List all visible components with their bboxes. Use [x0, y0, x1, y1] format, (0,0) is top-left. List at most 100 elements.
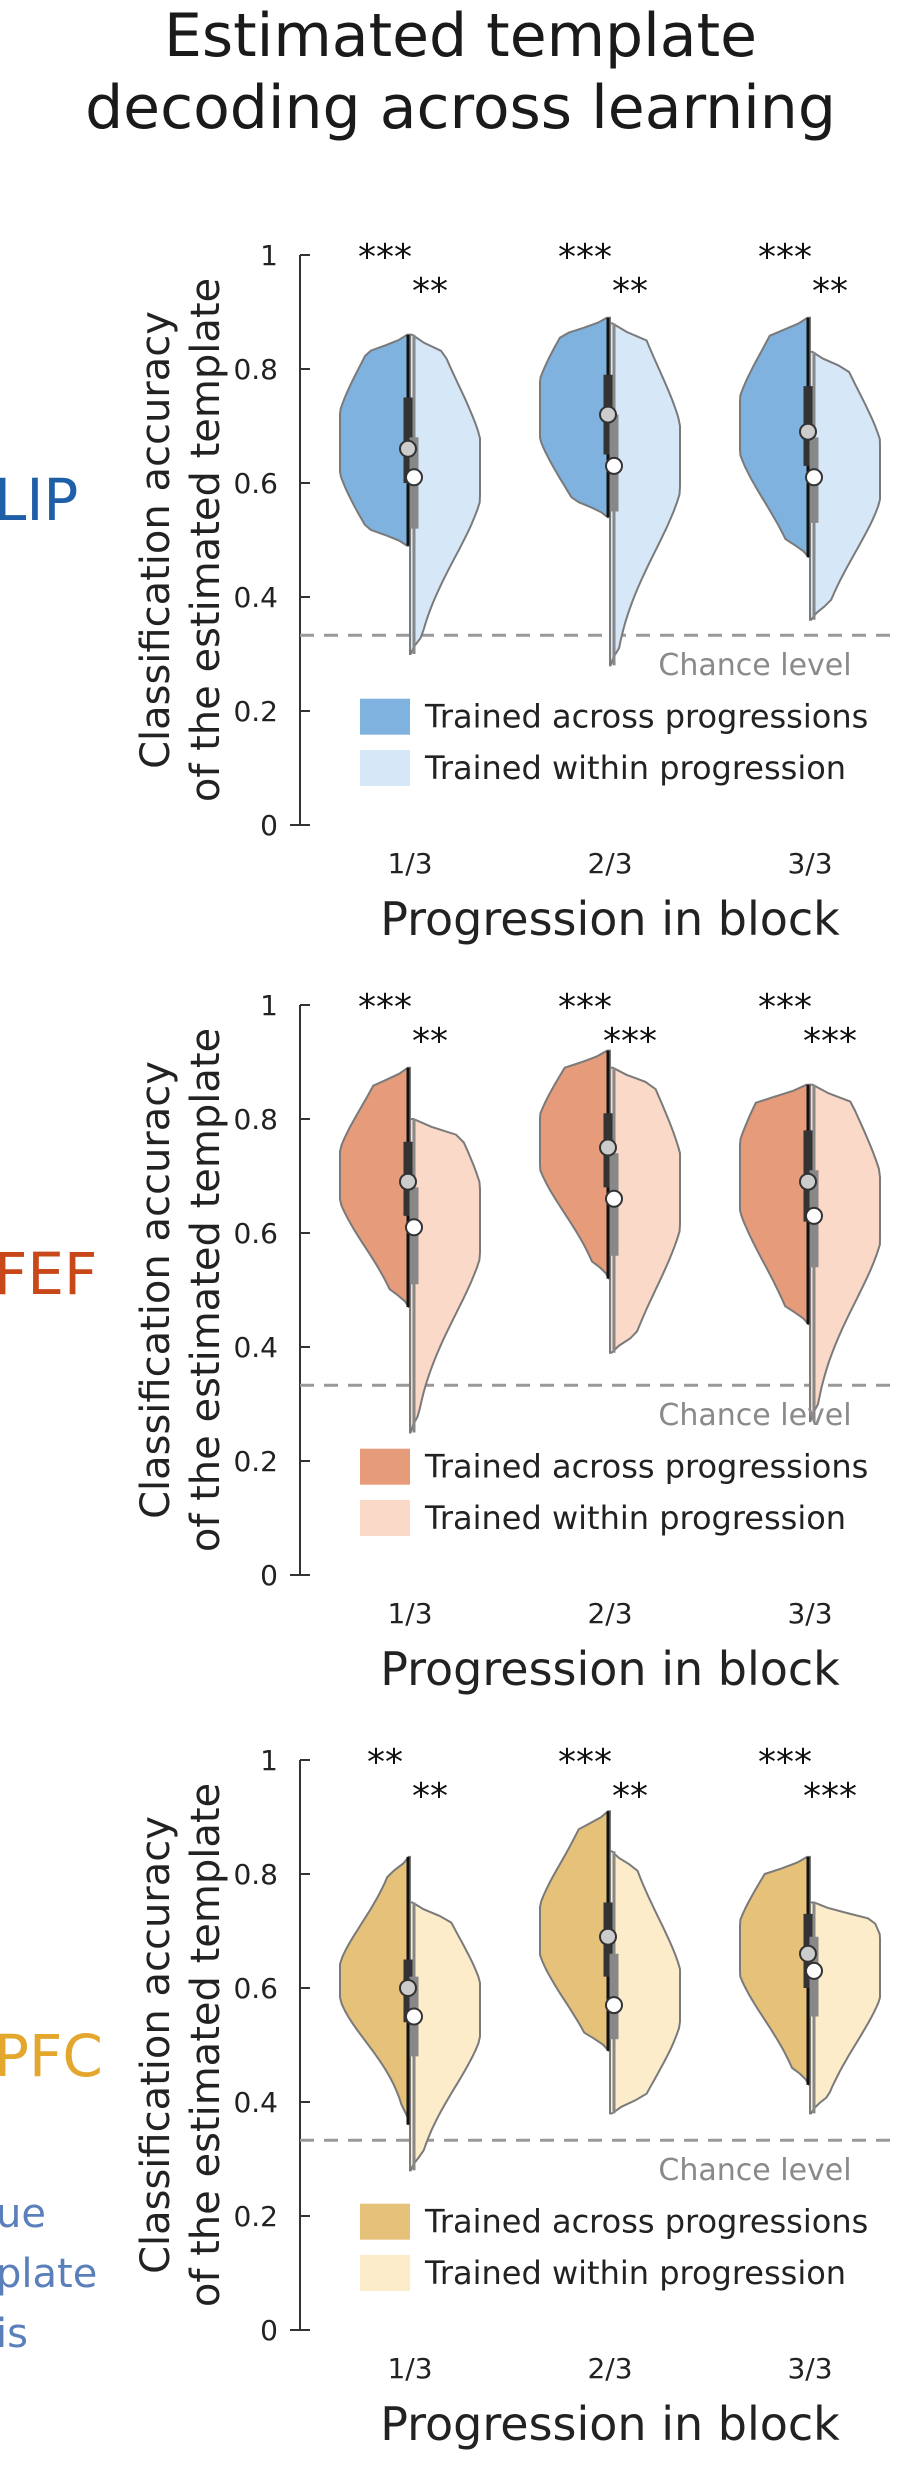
median-within-1	[405, 468, 423, 487]
y-label-line-1: Classification accuracy	[133, 1061, 179, 1519]
significance-across-3: ***	[758, 1742, 812, 1783]
significance-within-2: **	[612, 1776, 648, 1817]
y-tick-label: 0.8	[233, 353, 278, 386]
region-label-lip: LIP	[0, 466, 79, 534]
y-axis-label: Classification accuracy of the estimated …	[133, 1028, 229, 1552]
y-tick-label: 1	[260, 239, 278, 272]
y-tick-label: 0	[260, 2314, 278, 2347]
median-across-3	[799, 1172, 817, 1191]
y-tick-label: 0.2	[233, 1445, 278, 1478]
x-axis-label: Progression in block	[380, 892, 840, 946]
legend-swatch-across	[360, 1448, 410, 1485]
y-tick-label: 0.4	[233, 2086, 278, 2119]
violin-within-1	[409, 333, 481, 655]
violin-across-2	[539, 316, 611, 519]
significance-within-1: **	[412, 1776, 448, 1817]
significance-within-3: ***	[803, 1776, 857, 1817]
chance-level-label: Chance level	[658, 2153, 851, 2188]
median-across-1	[399, 1979, 417, 1997]
y-label-line-1: Classification accuracy	[133, 1816, 179, 2274]
x-tick-label-3: 3/3	[787, 1597, 832, 1630]
median-within-2	[605, 1996, 623, 2015]
side-text-fragment-1: ue	[0, 2191, 46, 2237]
legend-label-across: Trained across progressions	[424, 2203, 868, 2241]
y-label-line-2: of the estimated template	[183, 278, 229, 802]
fef-violin-chart: 0 0.2 0.4 0.6 0.8 1 Classification accuracy of …	[133, 987, 890, 1696]
y-tick-label: 0.6	[233, 1217, 278, 1250]
significance-within-2: ***	[603, 1021, 657, 1062]
y-tick-label: 1	[260, 1744, 278, 1777]
side-text-fragment-3: is	[0, 2311, 28, 2357]
significance-within-3: **	[812, 271, 848, 312]
chance-level-label: Chance level	[658, 648, 851, 683]
y-axis-label: Classification accuracy of the estimated …	[133, 1783, 229, 2307]
significance-across-1: ***	[358, 987, 412, 1028]
median-within-1	[405, 1218, 423, 1237]
violin-within-2	[609, 322, 681, 667]
violin-across-1	[339, 1066, 411, 1309]
legend-label-within: Trained within progression	[424, 749, 846, 787]
y-tick-label: 1	[260, 989, 278, 1022]
violin-across-1	[339, 1855, 411, 2126]
y-label-line-2: of the estimated template	[183, 1028, 229, 1552]
x-tick-label-1: 1/3	[387, 2352, 432, 2385]
median-across-1	[399, 439, 417, 458]
significance-within-3: ***	[803, 1021, 857, 1062]
legend-label-across: Trained across progressions	[424, 698, 868, 736]
x-tick-label-1: 1/3	[387, 1597, 432, 1630]
y-tick-label: 0.6	[233, 1972, 278, 2005]
y-tick-label: 0.8	[233, 1858, 278, 1891]
legend-label-across: Trained across progressions	[424, 1448, 868, 1486]
significance-across-3: ***	[758, 237, 812, 278]
median-across-1	[399, 1172, 417, 1191]
y-tick-label: 0.2	[233, 695, 278, 728]
y-tick-label: 0.8	[233, 1103, 278, 1136]
pfc-violin-chart: 0 0.2 0.4 0.6 0.8 1 Classification accuracy of …	[133, 1742, 890, 2451]
title-line-1: Estimated template	[163, 1, 758, 71]
median-across-2	[599, 1927, 617, 1946]
y-tick-label: 0.6	[233, 467, 278, 500]
lip-violin-chart: 0 0.2 0.4 0.6 0.8 1 Classification accuracy of …	[133, 237, 890, 946]
median-within-1	[405, 2007, 423, 2026]
y-tick-label: 0	[260, 809, 278, 842]
region-label-fef: FEF	[0, 1240, 98, 1308]
x-axis-label: Progression in block	[380, 2397, 840, 2451]
significance-across-2: ***	[558, 237, 612, 278]
x-tick-label-2: 2/3	[587, 1597, 632, 1630]
violin-across-1	[339, 333, 411, 547]
significance-within-1: **	[412, 1021, 448, 1062]
violin-within-1	[409, 1901, 481, 2172]
median-within-2	[605, 1189, 623, 1208]
legend-swatch-within	[360, 2255, 410, 2291]
significance-within-2: **	[612, 271, 648, 312]
x-tick-label-1: 1/3	[387, 847, 432, 880]
median-within-3	[805, 1206, 823, 1225]
violin-within-3	[809, 350, 881, 621]
significance-across-3: ***	[758, 987, 812, 1028]
x-tick-label-3: 3/3	[787, 2352, 832, 2385]
violin-within-3	[809, 1901, 881, 2115]
y-tick-label: 0.2	[233, 2200, 278, 2233]
median-within-3	[805, 468, 823, 487]
median-across-2	[599, 405, 617, 424]
significance-across-1: ***	[358, 237, 412, 278]
median-across-3	[799, 422, 817, 441]
violin-within-1	[409, 1118, 481, 1434]
y-tick-label: 0	[260, 1559, 278, 1592]
violin-across-2	[539, 1049, 611, 1280]
page-title: Estimated template decoding across learn…	[0, 0, 921, 144]
x-tick-label-2: 2/3	[587, 847, 632, 880]
side-text-fragment-2: plate	[0, 2251, 98, 2297]
significance-across-2: ***	[558, 1742, 612, 1783]
violin-across-3	[739, 316, 811, 559]
legend-swatch-across	[360, 698, 410, 735]
significance-across-2: ***	[558, 987, 612, 1028]
y-label-line-1: Classification accuracy	[133, 311, 179, 769]
violin-across-3	[739, 1855, 811, 2086]
title-line-2: decoding across learning	[85, 73, 836, 143]
y-axis-label: Classification accuracy of the estimated …	[133, 278, 229, 802]
median-within-3	[805, 1961, 823, 1980]
violin-across-3	[739, 1083, 811, 1326]
median-across-3	[799, 1944, 817, 1963]
x-tick-label-3: 3/3	[787, 847, 832, 880]
